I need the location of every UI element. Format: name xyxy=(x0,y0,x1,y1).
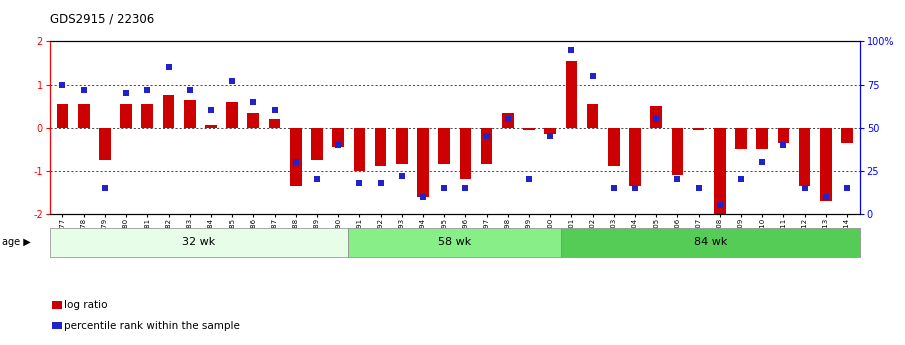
Point xyxy=(246,99,261,105)
Point xyxy=(628,185,643,191)
Point xyxy=(267,108,281,113)
Bar xyxy=(348,228,561,257)
Bar xyxy=(354,128,366,171)
Bar xyxy=(544,128,556,134)
Bar xyxy=(692,128,704,130)
Bar xyxy=(205,126,217,128)
Point xyxy=(224,78,239,84)
Bar xyxy=(57,104,69,128)
Bar xyxy=(163,95,175,128)
Bar xyxy=(757,128,768,149)
Point xyxy=(204,108,218,113)
Bar xyxy=(120,104,132,128)
Point xyxy=(55,82,70,87)
Point xyxy=(776,142,791,148)
Point xyxy=(119,90,133,96)
Bar xyxy=(629,128,641,186)
Point xyxy=(161,65,176,70)
Bar xyxy=(523,128,535,130)
Point xyxy=(352,180,367,186)
Bar xyxy=(184,100,195,128)
Bar xyxy=(269,119,281,128)
Point xyxy=(289,159,303,165)
Point xyxy=(395,173,409,179)
Point xyxy=(310,177,324,182)
Bar xyxy=(566,61,577,128)
Point xyxy=(522,177,537,182)
Point xyxy=(671,177,685,182)
Bar xyxy=(141,104,153,128)
Text: GDS2915 / 22306: GDS2915 / 22306 xyxy=(50,12,154,25)
Point xyxy=(586,73,600,79)
Point xyxy=(373,180,387,186)
Point xyxy=(331,142,346,148)
Point xyxy=(564,47,578,53)
Text: age ▶: age ▶ xyxy=(2,237,31,247)
Point xyxy=(755,159,769,165)
Bar xyxy=(78,104,90,128)
Text: 84 wk: 84 wk xyxy=(694,237,728,247)
Point xyxy=(500,116,515,122)
Point xyxy=(140,87,155,92)
Bar xyxy=(395,128,407,164)
Point xyxy=(437,185,452,191)
Bar xyxy=(438,128,450,164)
Text: log ratio: log ratio xyxy=(64,300,108,310)
Bar xyxy=(502,112,514,128)
Point xyxy=(183,87,197,92)
Bar xyxy=(226,102,238,128)
Bar xyxy=(460,128,472,179)
Bar xyxy=(332,128,344,147)
Text: 32 wk: 32 wk xyxy=(182,237,215,247)
Point xyxy=(734,177,748,182)
Point xyxy=(649,116,663,122)
Point xyxy=(98,185,112,191)
Point xyxy=(458,185,472,191)
Point xyxy=(76,87,91,92)
Bar xyxy=(481,128,492,164)
Bar xyxy=(375,128,386,166)
Bar xyxy=(247,112,259,128)
Bar xyxy=(841,128,853,143)
Bar xyxy=(820,128,832,201)
Bar xyxy=(672,128,683,175)
Bar xyxy=(651,106,662,128)
Bar xyxy=(799,128,811,186)
Point xyxy=(415,194,430,199)
Bar xyxy=(608,128,620,166)
Point xyxy=(797,185,812,191)
Bar xyxy=(586,104,598,128)
Point xyxy=(543,134,557,139)
Bar xyxy=(714,128,726,214)
Point xyxy=(691,185,706,191)
Point xyxy=(840,185,854,191)
Text: 58 wk: 58 wk xyxy=(438,237,472,247)
Bar xyxy=(290,128,301,186)
Bar xyxy=(99,128,110,160)
Bar xyxy=(417,128,429,197)
Text: percentile rank within the sample: percentile rank within the sample xyxy=(64,321,240,331)
Point xyxy=(480,134,494,139)
Bar xyxy=(735,128,747,149)
Point xyxy=(606,185,621,191)
Bar xyxy=(777,128,789,143)
Bar xyxy=(561,228,860,257)
Bar xyxy=(311,128,323,160)
Bar xyxy=(50,228,348,257)
Point xyxy=(712,203,727,208)
Point xyxy=(819,194,834,199)
